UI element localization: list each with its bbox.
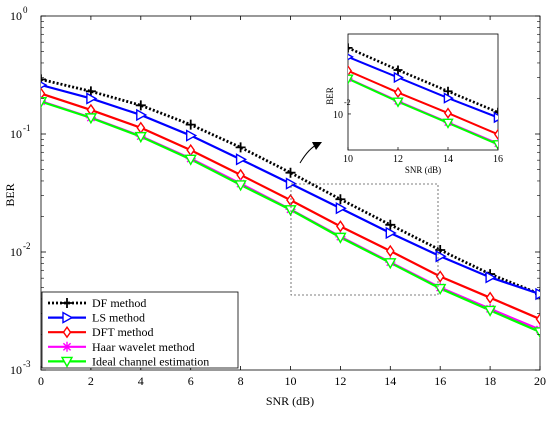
inset-series-4-point-1 — [392, 97, 404, 108]
y-tick-label-exp-2: -2 — [23, 241, 31, 251]
x-tick-label-0: 0 — [38, 374, 44, 388]
x-tick-label-10: 20 — [534, 374, 546, 388]
series-0-point-5 — [285, 167, 296, 178]
legend-label-2: DFT method — [92, 325, 153, 339]
inset-series-2-point-3 — [493, 128, 498, 141]
series-1-point-6 — [335, 202, 347, 215]
inset-series-1-point-1 — [393, 71, 404, 84]
inset-x-tick-label-3: 16 — [493, 154, 503, 165]
series-4-point-2 — [134, 131, 147, 144]
series-1-point-2 — [136, 108, 148, 122]
series-1-point-10 — [535, 287, 540, 301]
x-axis-label: SNR (dB) — [266, 394, 314, 408]
inset-series-0-point-2 — [443, 86, 453, 96]
series-1-point-3 — [185, 129, 198, 142]
zoom-region-box — [290, 183, 439, 296]
series-0-point-2 — [135, 100, 146, 111]
legend-marker-1 — [62, 311, 74, 324]
y-tick-label-exp-0: 0 — [23, 5, 28, 15]
legend-marker-2 — [62, 325, 72, 339]
series-4-point-9 — [483, 305, 497, 317]
inset-series-1-point-2 — [443, 92, 454, 104]
legend-marker-0 — [62, 298, 72, 308]
legend-label-3: Haar wavelet method — [92, 340, 195, 354]
main-series-group — [41, 74, 540, 339]
inset-series-line-1 — [348, 56, 498, 119]
series-1-point-0 — [41, 81, 48, 89]
inset-series-group — [348, 43, 498, 150]
legend-marker-3 — [62, 341, 72, 352]
series-0-point-0 — [41, 74, 46, 85]
x-tick-label-2: 4 — [138, 374, 144, 388]
series-1-point-4 — [235, 153, 248, 166]
inset-series-2-point-2 — [443, 107, 453, 119]
inset-series-1-point-3 — [493, 111, 498, 124]
inset-y-tick-label-exp: -2 — [344, 98, 351, 107]
inset-y-axis-label: BER — [325, 87, 335, 105]
inset-x-tick-label-1: 12 — [393, 154, 403, 165]
inset-x-axis-label: SNR (dB) — [405, 165, 441, 175]
x-tick-label-4: 8 — [238, 374, 244, 388]
series-2-point-9 — [485, 291, 495, 304]
inset-series-0-point-1 — [393, 65, 403, 75]
inset-series-0-point-0 — [348, 43, 353, 53]
inset-series-0-point-3 — [493, 107, 498, 117]
series-1-point-9 — [485, 271, 497, 284]
series-line-0 — [41, 78, 540, 296]
legend-box — [41, 291, 239, 369]
inset-series-1-point-0 — [348, 53, 354, 61]
legend-marker-4 — [60, 356, 74, 368]
zoom-arrow-head — [312, 142, 322, 150]
inset-x-tick-label-2: 14 — [443, 154, 453, 165]
y-tick-label-exp-3: -3 — [23, 359, 31, 369]
series-4-point-7 — [384, 258, 397, 270]
legend-label-4: Ideal channel estimation — [92, 354, 209, 368]
inset-series-line-4 — [348, 77, 498, 146]
inset-y-tick-label-base: 10 — [333, 110, 343, 121]
y-axis-label: BER — [3, 183, 17, 206]
series-2-point-6 — [336, 220, 345, 233]
series-4-point-3 — [184, 154, 197, 166]
y-tick-label-base-1: 10 — [10, 127, 22, 141]
legend-label-0: DF method — [92, 296, 146, 310]
inset-series-line-2 — [348, 69, 498, 136]
inset-series-4-point-0 — [348, 74, 354, 85]
y-tick-label-base-0: 10 — [10, 9, 22, 23]
inset-series-4-point-2 — [442, 118, 454, 129]
y-tick-label-base-2: 10 — [10, 245, 22, 259]
inset-series-4-point-3 — [492, 140, 498, 150]
inset-plot-area — [347, 33, 499, 151]
x-tick-label-8: 16 — [434, 374, 446, 388]
inset-series-2-point-0 — [348, 65, 353, 77]
series-4-point-6 — [334, 232, 347, 244]
y-tick-label-exp-1: -1 — [23, 123, 31, 133]
x-tick-label-3: 6 — [188, 374, 194, 388]
series-2-point-7 — [385, 244, 395, 258]
series-1-point-1 — [86, 92, 98, 105]
y-tick-label-base-3: 10 — [10, 363, 22, 377]
series-1-point-7 — [385, 226, 397, 240]
x-tick-label-6: 12 — [334, 374, 346, 388]
x-tick-label-1: 2 — [88, 374, 94, 388]
series-2-point-0 — [41, 87, 46, 100]
series-4-point-0 — [41, 96, 48, 109]
series-1-point-8 — [435, 250, 447, 263]
series-0-point-1 — [85, 86, 96, 97]
series-4-point-5 — [284, 205, 297, 217]
x-tick-label-5: 10 — [285, 374, 297, 388]
series-0-point-6 — [335, 194, 346, 205]
series-0-point-7 — [385, 219, 396, 230]
series-0-point-4 — [235, 142, 246, 153]
series-4-point-4 — [234, 180, 247, 192]
inset-series-line-0 — [348, 46, 498, 114]
inset-x-tick-label-0: 10 — [343, 154, 353, 165]
legend-label-1: LS method — [92, 311, 145, 325]
series-4-point-1 — [84, 113, 98, 125]
x-tick-label-7: 14 — [384, 374, 396, 388]
x-tick-label-9: 18 — [484, 374, 496, 388]
series-0-point-3 — [185, 119, 196, 130]
series-2-point-10 — [535, 312, 540, 326]
